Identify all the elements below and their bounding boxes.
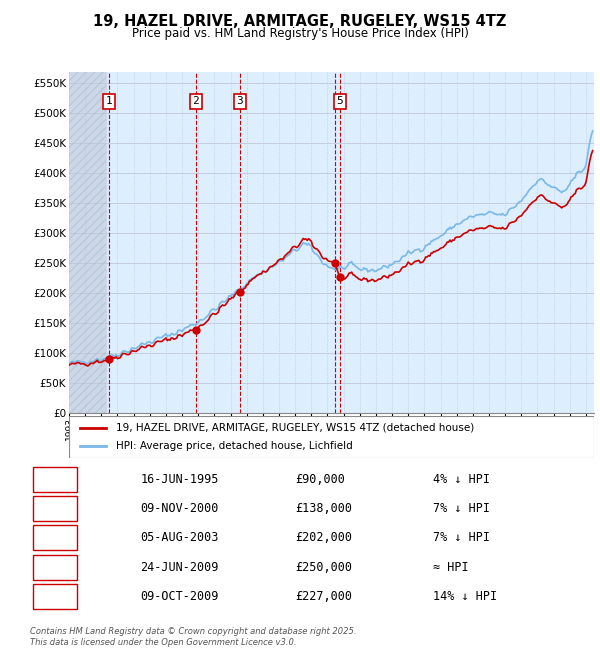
Text: 19, HAZEL DRIVE, ARMITAGE, RUGELEY, WS15 4TZ: 19, HAZEL DRIVE, ARMITAGE, RUGELEY, WS15…	[94, 14, 506, 29]
Text: Contains HM Land Registry data © Crown copyright and database right 2025.
This d: Contains HM Land Registry data © Crown c…	[30, 627, 356, 647]
Text: 1: 1	[106, 96, 112, 107]
Text: 3: 3	[51, 532, 58, 544]
Text: 24-JUN-2009: 24-JUN-2009	[140, 560, 219, 574]
Bar	[69, 72, 106, 413]
Text: 4: 4	[51, 560, 58, 574]
Text: 3: 3	[236, 96, 244, 107]
Text: 09-NOV-2000: 09-NOV-2000	[140, 502, 219, 515]
Text: £250,000: £250,000	[295, 560, 352, 574]
FancyBboxPatch shape	[69, 416, 594, 458]
Text: 19, HAZEL DRIVE, ARMITAGE, RUGELEY, WS15 4TZ (detached house): 19, HAZEL DRIVE, ARMITAGE, RUGELEY, WS15…	[116, 423, 475, 433]
Text: £202,000: £202,000	[295, 532, 352, 544]
Text: 09-OCT-2009: 09-OCT-2009	[140, 590, 219, 603]
Text: Price paid vs. HM Land Registry's House Price Index (HPI): Price paid vs. HM Land Registry's House …	[131, 27, 469, 40]
FancyBboxPatch shape	[33, 496, 77, 521]
FancyBboxPatch shape	[33, 554, 77, 580]
Text: 2: 2	[193, 96, 199, 107]
Text: 7% ↓ HPI: 7% ↓ HPI	[433, 532, 490, 544]
Text: 7% ↓ HPI: 7% ↓ HPI	[433, 502, 490, 515]
Text: 2: 2	[51, 502, 58, 515]
Text: 5: 5	[51, 590, 58, 603]
Text: ≈ HPI: ≈ HPI	[433, 560, 469, 574]
FancyBboxPatch shape	[33, 467, 77, 492]
Text: 5: 5	[337, 96, 343, 107]
Text: £90,000: £90,000	[295, 473, 345, 486]
Text: 16-JUN-1995: 16-JUN-1995	[140, 473, 219, 486]
Text: HPI: Average price, detached house, Lichfield: HPI: Average price, detached house, Lich…	[116, 441, 353, 451]
Text: £227,000: £227,000	[295, 590, 352, 603]
Text: 4% ↓ HPI: 4% ↓ HPI	[433, 473, 490, 486]
Text: £138,000: £138,000	[295, 502, 352, 515]
Text: 1: 1	[51, 473, 58, 486]
Text: 05-AUG-2003: 05-AUG-2003	[140, 532, 219, 544]
FancyBboxPatch shape	[33, 525, 77, 551]
Text: 14% ↓ HPI: 14% ↓ HPI	[433, 590, 497, 603]
FancyBboxPatch shape	[33, 584, 77, 609]
Bar	[69, 72, 106, 413]
